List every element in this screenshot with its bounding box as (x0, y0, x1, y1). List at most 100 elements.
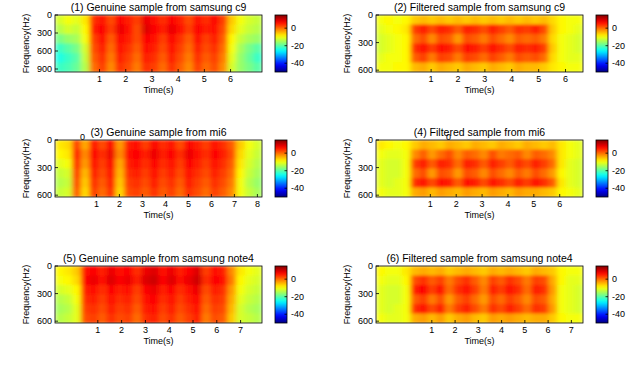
cell (376, 285, 385, 295)
cell (454, 188, 463, 198)
cell (531, 314, 540, 324)
cell (90, 314, 99, 324)
cell (253, 188, 262, 198)
cell (219, 314, 228, 324)
cell (90, 295, 99, 305)
cell (167, 53, 176, 63)
cell (436, 150, 445, 160)
cell (245, 44, 254, 54)
cell (193, 150, 202, 160)
frame (55, 266, 262, 323)
cell (98, 314, 107, 324)
cell (445, 140, 454, 150)
colorbar-tick-label: -40 (291, 183, 304, 193)
cell (497, 295, 506, 305)
colorbar-tick-label: -40 (612, 58, 625, 68)
cell (167, 140, 176, 150)
cell (253, 314, 262, 324)
cell (167, 276, 176, 286)
cell (523, 295, 532, 305)
cells (376, 15, 583, 72)
cell (523, 159, 532, 169)
x-label: Time(s) (464, 336, 494, 346)
x-tick (240, 320, 241, 323)
x-tick (507, 194, 508, 197)
colorbar (596, 140, 608, 197)
cell (133, 150, 142, 160)
cell (115, 188, 124, 198)
cell (488, 140, 497, 150)
x-label: Time(s) (143, 336, 173, 346)
cells (376, 266, 583, 323)
cell (523, 53, 532, 63)
cell (150, 304, 159, 314)
cell (167, 266, 176, 276)
cell (436, 178, 445, 188)
cell (531, 15, 540, 25)
cell (64, 140, 73, 150)
y-tick (55, 51, 58, 52)
cell (471, 266, 480, 276)
cell (176, 53, 185, 63)
cell (81, 266, 90, 276)
cell (419, 304, 428, 314)
cell (471, 178, 480, 188)
cell (514, 304, 523, 314)
cell (98, 150, 107, 160)
cell (462, 266, 471, 276)
cell (245, 34, 254, 44)
cell (549, 188, 558, 198)
x-tick-label: 5 (522, 325, 527, 335)
cell (107, 276, 116, 286)
cell (55, 63, 64, 73)
x-tick-label: 6 (228, 74, 233, 84)
cell (549, 178, 558, 188)
x-tick (431, 320, 432, 323)
cell (141, 140, 150, 150)
cell (202, 276, 211, 286)
cell (202, 295, 211, 305)
cell (574, 140, 583, 150)
cell (574, 15, 583, 25)
cell (436, 44, 445, 54)
cell (549, 285, 558, 295)
x-label: Time(s) (464, 85, 494, 95)
cell (488, 276, 497, 286)
cell (150, 276, 159, 286)
cell (428, 44, 437, 54)
cell (488, 34, 497, 44)
colorbar-tick (285, 296, 288, 297)
colorbar-tick (606, 28, 609, 29)
cell (253, 285, 262, 295)
cell (471, 44, 480, 54)
cell (133, 295, 142, 305)
cell (124, 285, 133, 295)
cell (167, 188, 176, 198)
cell (497, 169, 506, 179)
cell (167, 150, 176, 160)
cell (150, 295, 159, 305)
y-tick-label: 900 (37, 64, 52, 74)
cell (193, 285, 202, 295)
cell (549, 266, 558, 276)
cell (193, 266, 202, 276)
cell (98, 15, 107, 25)
cell (566, 15, 575, 25)
cell (133, 63, 142, 73)
cell (133, 140, 142, 150)
cell (505, 266, 514, 276)
plot-area (376, 15, 583, 72)
cell (245, 25, 254, 35)
cell (566, 276, 575, 286)
y-label: Frequency(Hz) (342, 139, 352, 199)
cell (133, 314, 142, 324)
cell (531, 150, 540, 160)
cell (150, 25, 159, 35)
cell (514, 169, 523, 179)
cell (219, 34, 228, 44)
x-tick-label: 5 (202, 74, 207, 84)
cell (55, 150, 64, 160)
x-tick (230, 69, 231, 72)
x-tick-label: 3 (476, 325, 481, 335)
cell (505, 295, 514, 305)
